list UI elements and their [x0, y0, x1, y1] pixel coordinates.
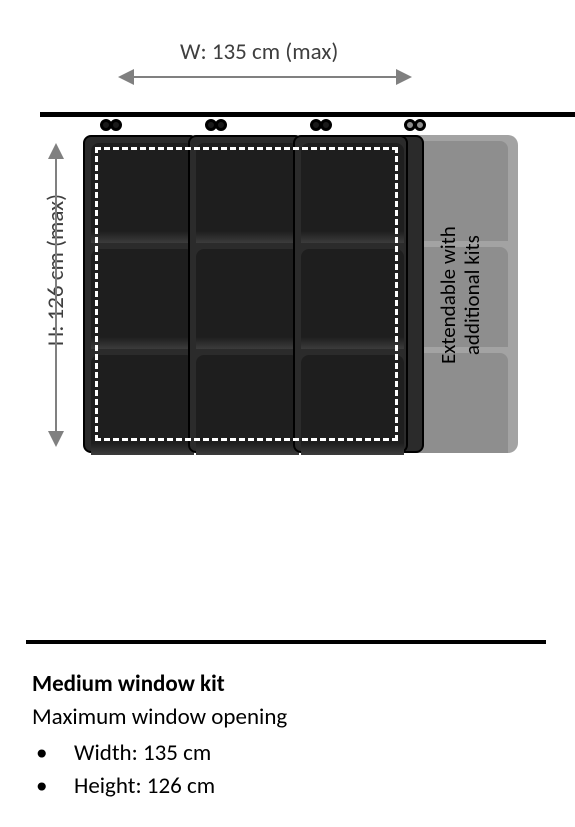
hanger-wheels — [205, 117, 225, 136]
info-title: Medium window kit — [32, 668, 287, 701]
extension-label: Extendable with additional kits — [436, 215, 484, 375]
width-dimension-arrow — [120, 76, 410, 78]
info-list: Width: 135 cm Height: 126 cm — [32, 737, 287, 804]
info-subtitle: Maximum window opening — [32, 701, 287, 734]
hanger-wheels — [404, 117, 424, 136]
info-item-width: Width: 135 cm — [32, 737, 287, 770]
hanger-wheels — [310, 117, 330, 136]
window-opening-outline — [95, 147, 398, 441]
curtain-rail — [40, 112, 575, 117]
diagram-canvas: W: 135 cm (max) H: 126 cm (max) Extendab… — [0, 0, 575, 827]
info-item-height: Height: 126 cm — [32, 770, 287, 803]
info-block: Medium window kit Maximum window opening… — [32, 668, 287, 803]
info-separator — [26, 640, 546, 644]
extension-label-line1: Extendable with — [435, 226, 461, 364]
width-dimension-label: W: 135 cm (max) — [180, 38, 338, 66]
hanger-wheels — [100, 117, 120, 136]
extension-label-line2: additional kits — [459, 235, 485, 355]
height-dimension-arrow — [55, 145, 57, 445]
